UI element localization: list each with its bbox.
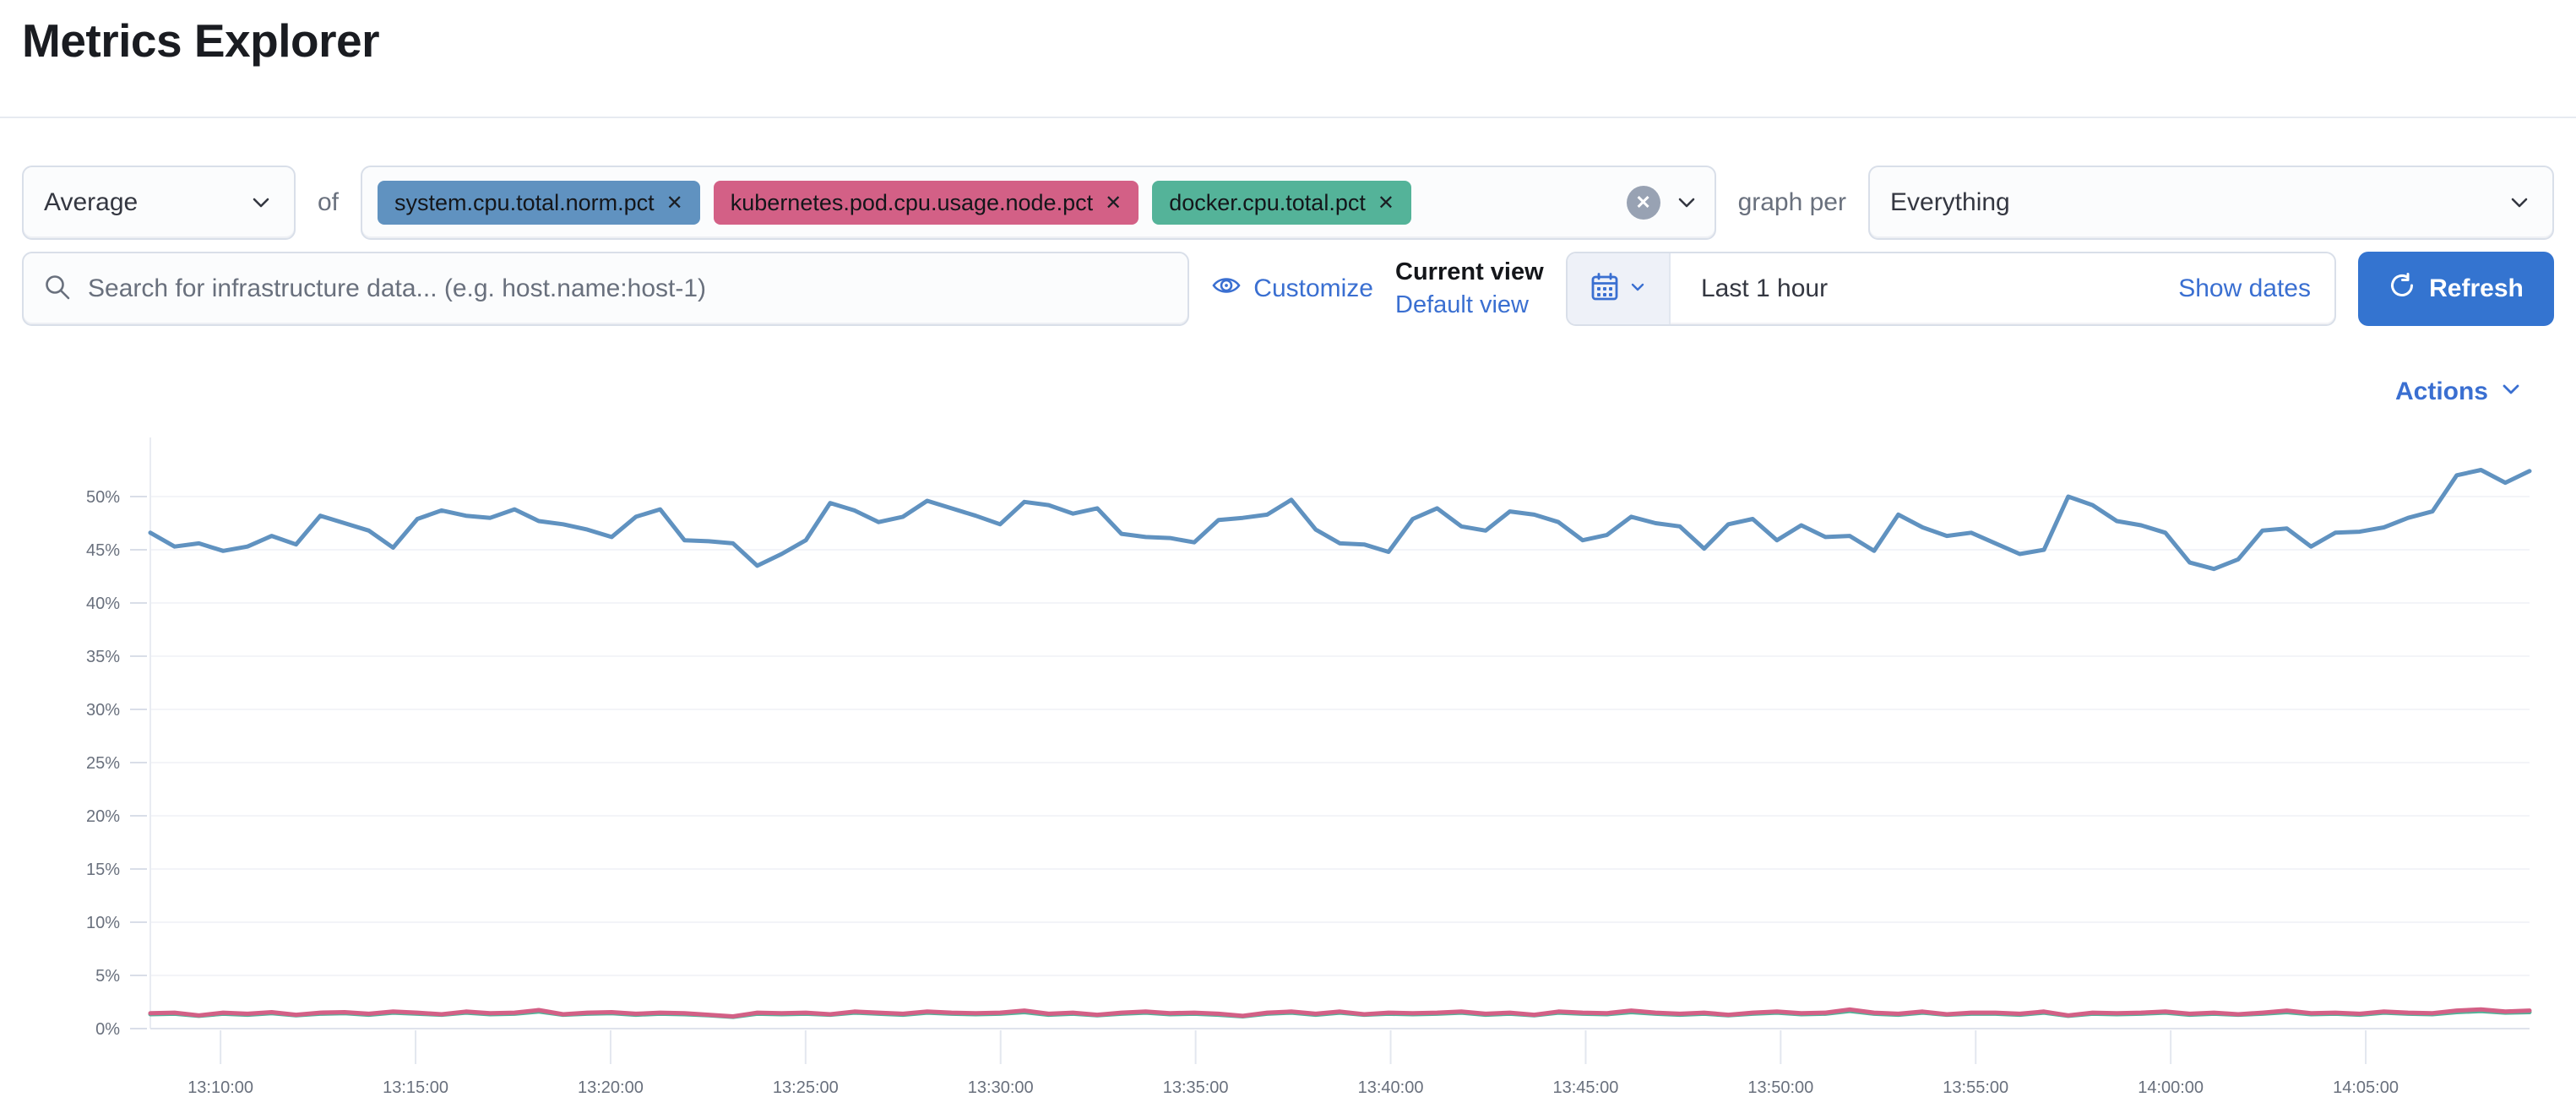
x-axis-label: 13:55:00 <box>1943 1078 2008 1097</box>
y-axis-label: 45% <box>86 541 120 560</box>
y-axis-label: 25% <box>86 754 120 773</box>
customize-button[interactable]: Customize <box>1211 270 1373 307</box>
group-by-select[interactable]: Everything <box>1868 166 2554 240</box>
aggregation-value: Average <box>44 188 139 216</box>
x-axis-label: 13:35:00 <box>1163 1078 1229 1097</box>
show-dates-button[interactable]: Show dates <box>2178 274 2311 302</box>
search-toolbar: Customize Current view Default view <box>22 252 2554 326</box>
time-range-label[interactable]: Last 1 hour <box>1701 274 1829 302</box>
current-view-label: Current view <box>1395 258 1544 285</box>
y-axis-label: 0% <box>95 1020 120 1039</box>
y-axis-label: 30% <box>86 701 120 720</box>
y-axis-label: 20% <box>86 807 120 826</box>
y-axis-label: 15% <box>86 861 120 879</box>
x-axis-label: 13:45:00 <box>1553 1078 1619 1097</box>
series-line-kubernetes.pod.cpu.usage.node.pct <box>148 1007 2532 1018</box>
x-axis-label: 13:10:00 <box>187 1078 253 1097</box>
tag-remove-icon[interactable]: ✕ <box>666 191 683 215</box>
refresh-button[interactable]: Refresh <box>2358 252 2554 326</box>
metric-tag[interactable]: system.cpu.total.norm.pct ✕ <box>378 181 700 225</box>
refresh-label: Refresh <box>2429 274 2524 302</box>
y-axis-label: 35% <box>86 648 120 666</box>
x-axis-label: 14:05:00 <box>2333 1078 2399 1097</box>
clear-icon[interactable]: ✕ <box>1626 186 1660 220</box>
series-line-system.cpu.total.norm.pct <box>148 468 2532 572</box>
chevron-down-icon <box>2507 190 2532 215</box>
refresh-icon <box>2389 272 2416 306</box>
x-axis-label: 14:00:00 <box>2138 1078 2204 1097</box>
chevron-down-icon <box>1628 277 1648 301</box>
x-axis-label: 13:30:00 <box>968 1078 1034 1097</box>
chevron-down-icon <box>2498 377 2524 406</box>
search-input[interactable] <box>88 274 1170 303</box>
metric-tag-label: kubernetes.pod.cpu.usage.node.pct <box>730 189 1094 215</box>
customize-label: Customize <box>1253 274 1373 302</box>
date-quick-select-button[interactable] <box>1568 253 1671 324</box>
of-label: of <box>318 188 340 216</box>
metric-tag[interactable]: kubernetes.pod.cpu.usage.node.pct ✕ <box>713 181 1139 225</box>
default-view-link[interactable]: Default view <box>1395 291 1529 318</box>
x-axis-label: 13:25:00 <box>773 1078 839 1097</box>
metric-tag-label: system.cpu.total.norm.pct <box>394 189 655 215</box>
calendar-icon <box>1589 271 1621 307</box>
metric-tag-label: docker.cpu.total.pct <box>1169 189 1366 215</box>
actions-menu[interactable]: Actions <box>2395 377 2524 406</box>
y-axis-label: 10% <box>86 914 120 932</box>
search-icon <box>42 272 73 307</box>
tag-remove-icon[interactable]: ✕ <box>1377 191 1394 215</box>
x-axis-label: 13:40:00 <box>1358 1078 1424 1097</box>
y-axis-label: 50% <box>86 488 120 507</box>
aggregation-select[interactable]: Average <box>22 166 296 240</box>
x-axis-label: 13:15:00 <box>383 1078 448 1097</box>
metrics-toolbar: Average of system.cpu.total.norm.pct ✕ k… <box>22 166 2554 240</box>
metrics-chart-section: Actions 50% 45% 40% 35% 30% 25% 20% 15% 10% 5% 0% 1… <box>0 361 2576 1106</box>
metrics-combobox[interactable]: system.cpu.total.norm.pct ✕ kubernetes.p… <box>361 166 1716 240</box>
date-picker: Last 1 hour Show dates <box>1566 252 2336 326</box>
chevron-down-icon[interactable] <box>1674 190 1699 215</box>
chevron-down-icon <box>248 190 274 215</box>
y-axis-label: 5% <box>95 967 120 986</box>
eye-icon <box>1211 270 1242 307</box>
y-axis-label: 40% <box>86 595 120 613</box>
metrics-chart: 50% 45% 40% 35% 30% 25% 20% 15% 10% 5% 0% 13:10:00 1… <box>86 437 2532 1097</box>
tag-remove-icon[interactable]: ✕ <box>1105 191 1122 215</box>
group-by-value: Everything <box>1890 188 2010 216</box>
x-axis-label: 13:50:00 <box>1747 1078 1813 1097</box>
search-box[interactable] <box>22 252 1190 326</box>
view-switcher: Current view Default view <box>1395 258 1544 319</box>
page-title: Metrics Explorer <box>22 14 380 67</box>
header-divider <box>0 117 2576 118</box>
actions-label: Actions <box>2394 377 2488 405</box>
graph-per-label: graph per <box>1737 188 1846 216</box>
metric-tag[interactable]: docker.cpu.total.pct ✕ <box>1152 181 1411 225</box>
x-axis-label: 13:20:00 <box>578 1078 644 1097</box>
